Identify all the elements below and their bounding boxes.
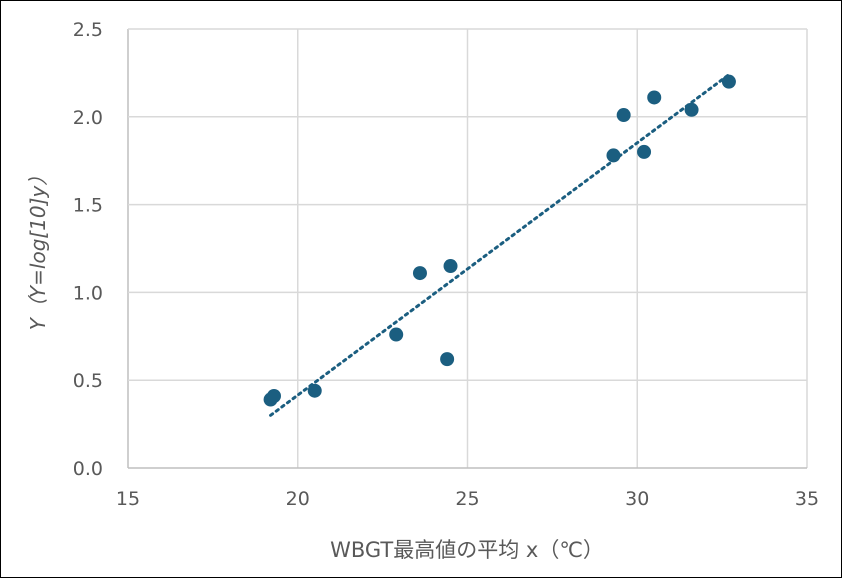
trendline bbox=[269, 73, 731, 417]
data-point bbox=[307, 383, 322, 398]
data-point bbox=[647, 90, 662, 105]
x-tick-label: 25 bbox=[455, 488, 479, 510]
tick-labels: 15 20 25 30 35 0.0 0.5 1.0 1.5 2.0 2.5 bbox=[73, 19, 819, 510]
y-tick-label: 1.0 bbox=[73, 282, 103, 304]
data-point bbox=[684, 102, 699, 117]
data-point bbox=[389, 327, 404, 342]
data-point bbox=[606, 148, 621, 163]
data-point bbox=[440, 352, 455, 367]
data-point bbox=[443, 259, 458, 274]
x-tick-label: 15 bbox=[116, 488, 140, 510]
y-tick-label: 0.0 bbox=[73, 458, 103, 480]
data-point bbox=[637, 144, 652, 159]
data-point bbox=[721, 74, 736, 89]
data-point bbox=[266, 389, 281, 404]
y-axis-title: Y（Y=log[10]y） bbox=[26, 166, 50, 331]
trendline-layer bbox=[269, 73, 731, 417]
data-point bbox=[616, 108, 631, 123]
x-tick-label: 30 bbox=[625, 488, 649, 510]
y-tick-label: 2.0 bbox=[73, 107, 103, 129]
y-tick-label: 0.5 bbox=[73, 370, 103, 392]
data-point bbox=[412, 266, 427, 281]
y-tick-label: 2.5 bbox=[73, 19, 103, 41]
x-tick-label: 20 bbox=[286, 488, 310, 510]
y-tick-label: 1.5 bbox=[73, 195, 103, 217]
gridlines bbox=[127, 28, 808, 469]
x-tick-label: 35 bbox=[795, 488, 819, 510]
x-axis-title: WBGT最高値の平均 x（℃） bbox=[330, 538, 604, 562]
data-points bbox=[263, 74, 736, 407]
